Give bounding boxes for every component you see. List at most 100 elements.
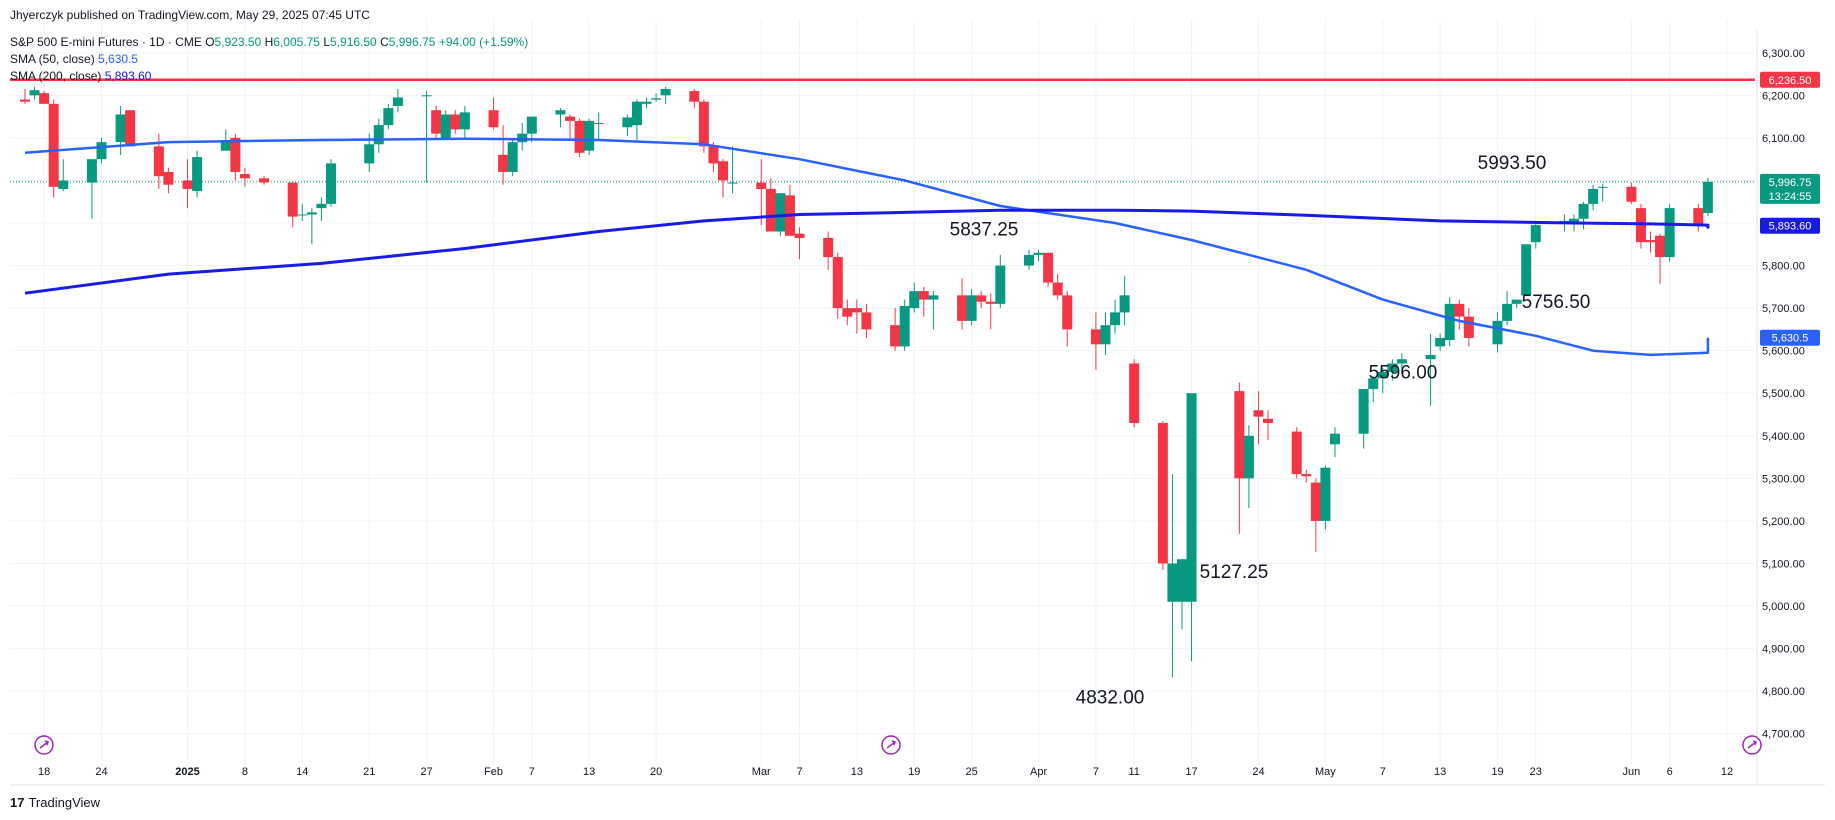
candle-up[interactable] [1033,252,1044,255]
candle-down[interactable] [976,295,987,302]
candle-up[interactable] [966,295,977,321]
sma200-line[interactable] [24,208,1710,295]
candle-down[interactable] [1454,303,1465,317]
candle-up[interactable] [316,203,327,209]
candle-up[interactable] [1387,363,1398,372]
candle-up[interactable] [383,108,394,126]
candle-down[interactable] [1645,240,1656,243]
candle-up[interactable] [995,265,1006,304]
candle-down[interactable] [1043,252,1054,283]
candle-up[interactable] [96,142,107,160]
candle-up[interactable] [1100,325,1111,345]
candle-up[interactable] [1176,559,1187,602]
candle-down[interactable] [498,154,509,172]
candle-down[interactable] [20,99,30,102]
candle-down[interactable] [708,146,719,164]
candle-up[interactable] [593,122,604,124]
candle-up[interactable] [459,112,470,130]
candle-up[interactable] [1243,435,1254,479]
candle-down[interactable] [153,146,164,177]
candle-down[interactable] [794,233,805,238]
candle-up[interactable] [220,140,231,151]
candle-down[interactable] [1062,295,1073,330]
candle-up[interactable] [1492,320,1503,345]
candle-up[interactable] [1578,203,1589,219]
candle-up[interactable] [1329,433,1340,445]
tradingview-logo[interactable]: 17 TradingView [10,795,100,810]
candle-down[interactable] [565,116,576,121]
candle-up[interactable] [526,116,537,134]
candle-up[interactable] [622,117,633,128]
candle-down[interactable] [1655,235,1666,258]
candle-up[interactable] [517,133,528,143]
candle-up[interactable] [1597,186,1608,188]
candle-down[interactable] [488,110,499,128]
indicator-sma200[interactable]: SMA (200, close) 5,893.60 [10,69,151,83]
candle-up[interactable] [641,101,652,104]
candle-down[interactable] [765,188,776,232]
candle-down[interactable] [1052,282,1063,296]
candle-up[interactable] [1368,378,1379,389]
candle-up[interactable] [1377,371,1388,379]
candle-down[interactable] [861,312,872,330]
candle-up[interactable] [1119,295,1130,313]
candle-down[interactable] [985,301,996,304]
candle-down[interactable] [918,291,929,300]
candle-up[interactable] [1702,181,1713,214]
candle-up[interactable] [1396,359,1407,364]
candle-down[interactable] [1693,208,1704,226]
candle-down[interactable] [698,101,709,147]
candle-up[interactable] [727,182,738,184]
candle-down[interactable] [756,182,767,189]
candle-up[interactable] [325,163,336,204]
candle-up[interactable] [1521,244,1532,296]
candle-down[interactable] [239,174,250,179]
indicator-sma50[interactable]: SMA (50, close) 5,630.5 [10,52,138,66]
candle-down[interactable] [431,110,442,134]
candle-up[interactable] [29,90,40,96]
candle-down[interactable] [1129,363,1140,424]
candle-down[interactable] [1234,391,1245,479]
candle-up[interactable] [1186,393,1197,602]
candle-down[interactable] [842,308,853,317]
candle-down[interactable] [823,237,834,258]
candle-up[interactable] [1425,354,1436,360]
candle-up[interactable] [775,193,786,232]
candle-down[interactable] [1463,316,1474,338]
candle-down[interactable] [259,178,270,183]
candle-up[interactable] [660,88,671,96]
candle-up[interactable] [1167,563,1178,602]
candle-up[interactable] [631,101,642,126]
candle-up[interactable] [421,95,432,97]
candle-down[interactable] [39,93,50,104]
candle-down[interactable] [1090,329,1101,345]
candle-down[interactable] [450,114,461,130]
candle-down[interactable] [890,325,901,347]
candle-up[interactable] [928,295,939,300]
candle-up[interactable] [392,97,403,106]
candle-up[interactable] [1444,303,1455,341]
candle-down[interactable] [851,308,862,313]
candle-up[interactable] [1569,218,1580,224]
candle-down[interactable] [832,257,843,309]
candle-down[interactable] [230,137,241,172]
candle-up[interactable] [1320,467,1331,521]
candle-up[interactable] [507,142,518,172]
candle-up[interactable] [1588,188,1599,204]
candle-down[interactable] [287,182,298,217]
candle-down[interactable] [718,161,729,181]
candle-up[interactable] [1530,225,1541,243]
candle-down[interactable] [689,91,700,102]
candle-up[interactable] [1110,312,1121,326]
candle-up[interactable] [373,125,384,145]
candle-up[interactable] [1502,303,1513,321]
candle-down[interactable] [1263,418,1274,424]
candle-up[interactable] [1435,337,1446,347]
candle-down[interactable] [574,120,585,153]
candle-down[interactable] [1253,410,1264,417]
candle-up[interactable] [1511,299,1522,304]
candle-up[interactable] [306,212,317,215]
candle-up[interactable] [115,114,126,143]
candle-up[interactable] [440,114,451,138]
